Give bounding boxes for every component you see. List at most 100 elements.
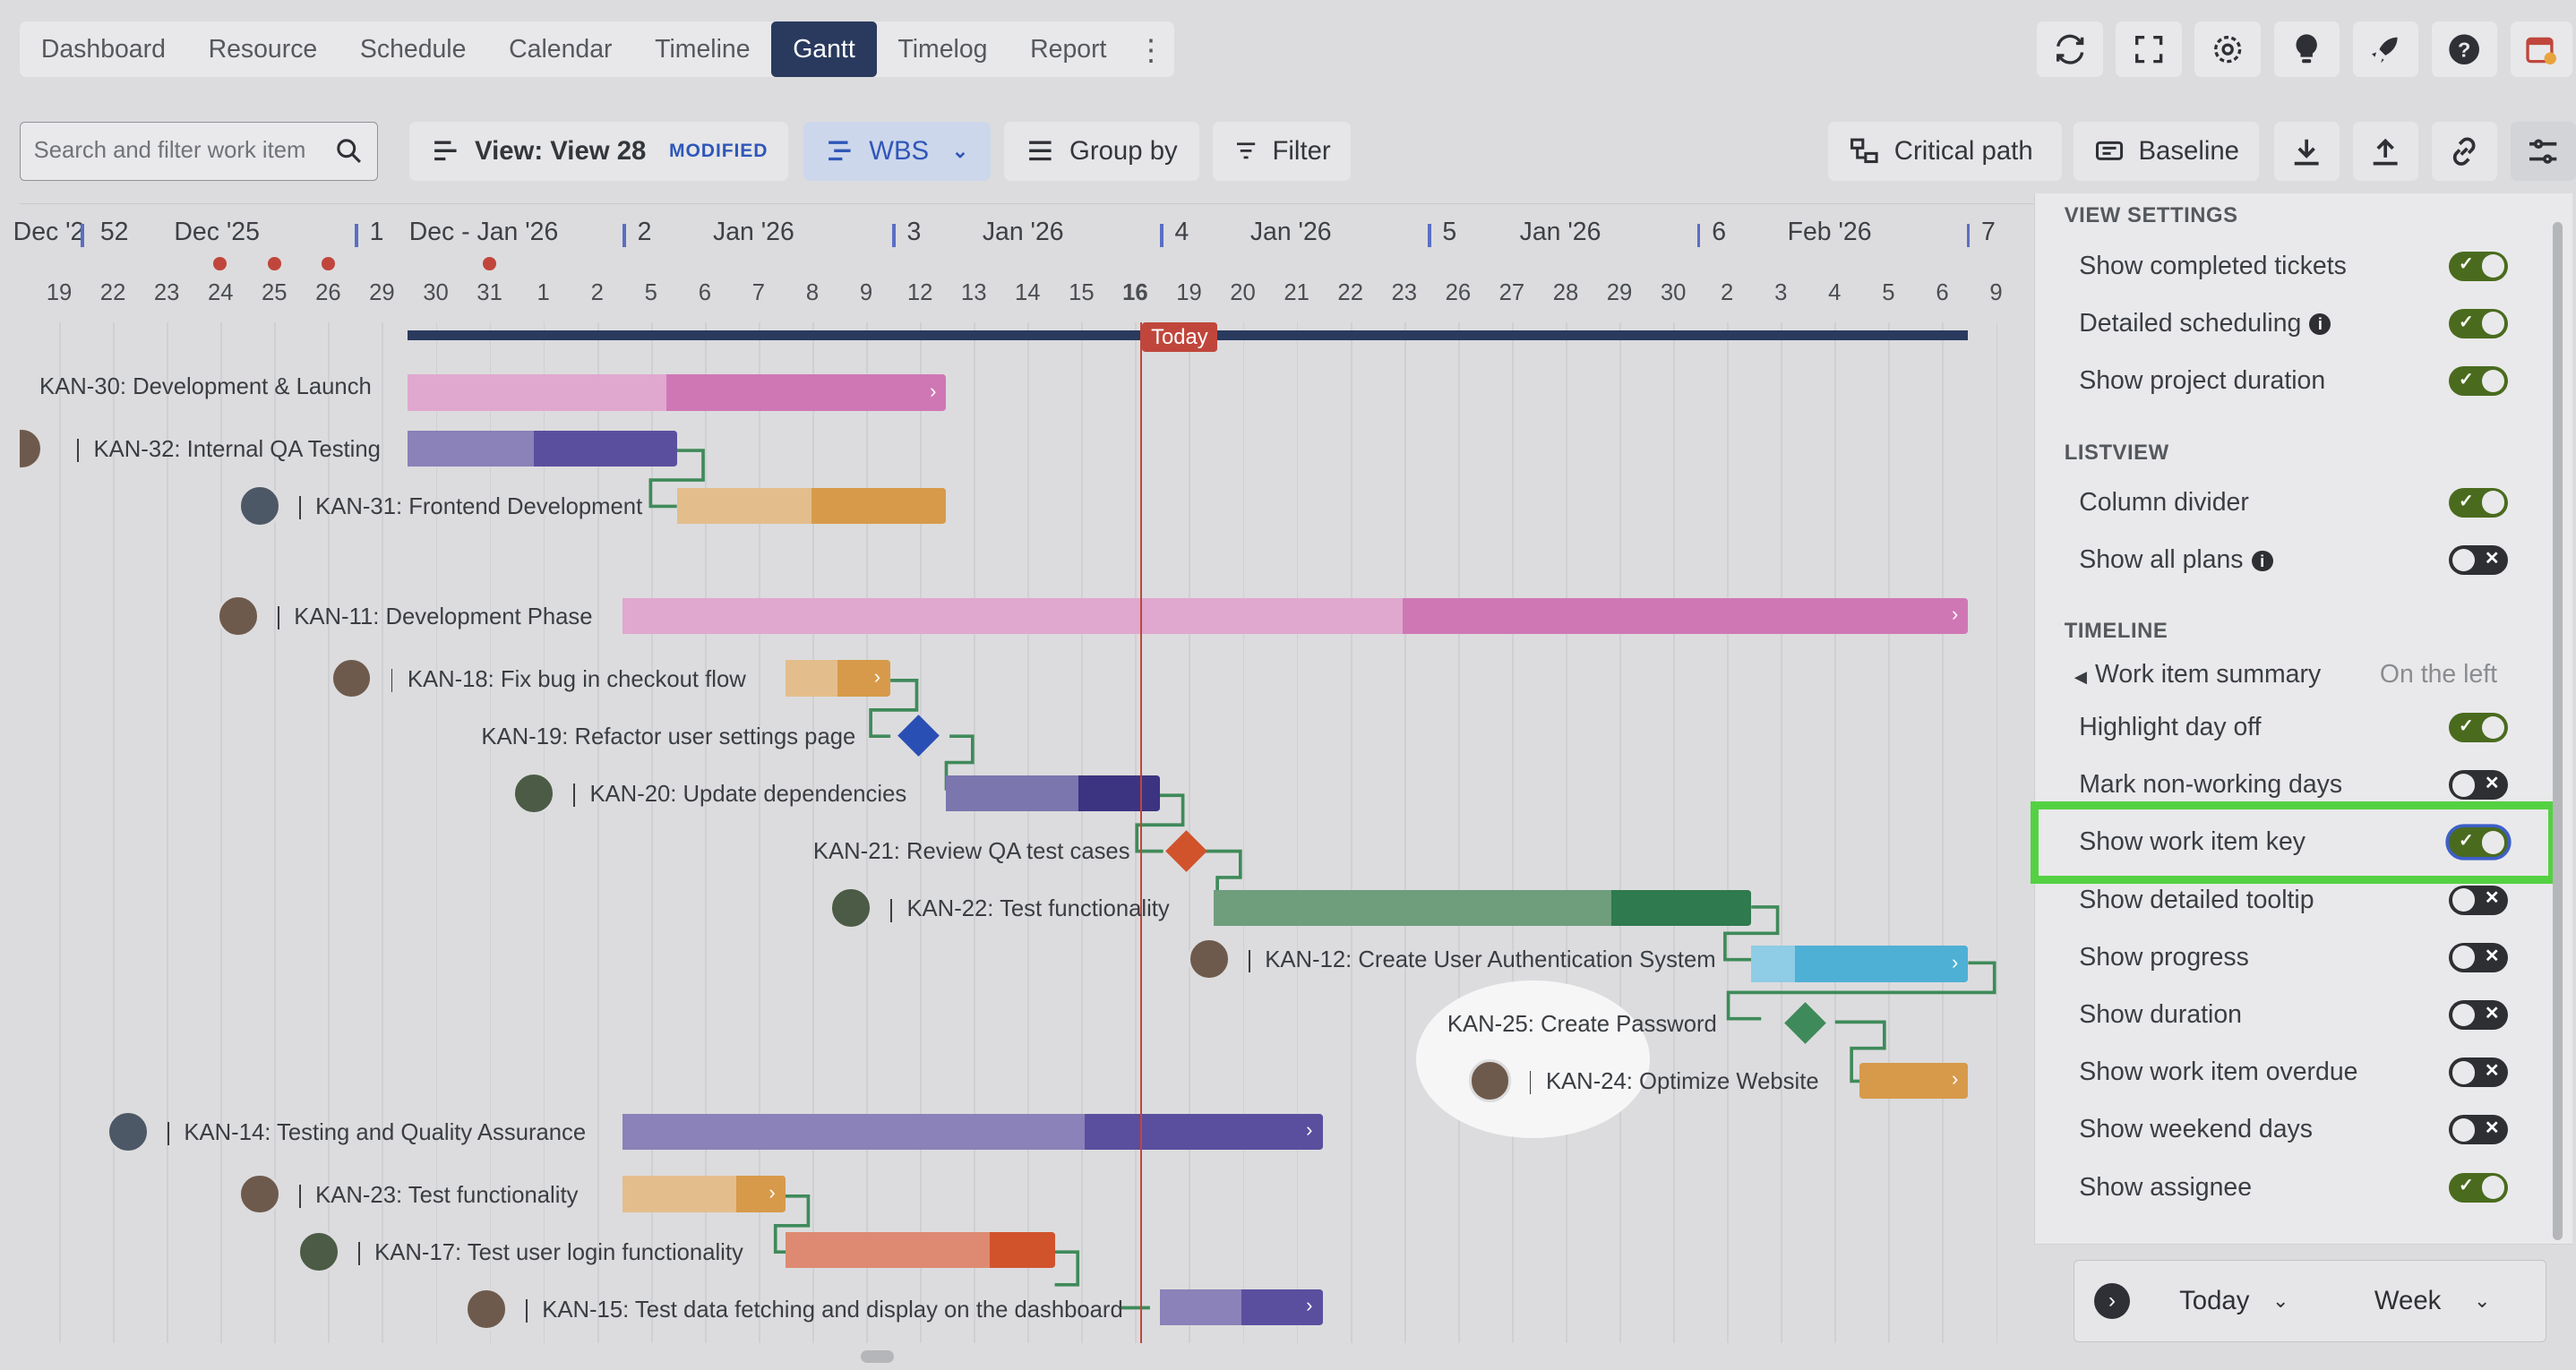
toggle-show-completed-tickets[interactable]: ✓ [2448,251,2508,281]
toggle-show-project-duration[interactable]: ✓ [2448,366,2508,396]
download-icon[interactable] [2273,121,2340,181]
tab-report[interactable]: Report [1030,34,1107,64]
task-label[interactable]: KAN-18: Fix bug in checkout flow [376,667,746,693]
group-by-button[interactable]: Group by [1003,121,1199,181]
task-label-text: KAN-12: Create User Authentication Syste… [1265,947,1716,973]
settings-sliders-icon[interactable] [2510,121,2576,181]
task-label[interactable]: KAN-30: Development & Launch [39,374,372,400]
calendar-app-icon[interactable] [2510,21,2573,78]
task-bar[interactable] [1214,890,1752,927]
baseline-label: Baseline [2138,135,2239,166]
toggle-mark-non-working-days[interactable]: ✕ [2448,770,2508,801]
day-label: 13 [960,279,987,305]
toggle-show-detailed-tooltip[interactable]: ✕ [2448,885,2508,915]
setting-label: Show work item overdue [2079,1057,2358,1087]
tab-calendar[interactable]: Calendar [509,34,613,64]
task-label[interactable]: KAN-31: Frontend Development [284,494,642,520]
task-label[interactable]: KAN-20: Update dependencies [559,782,906,808]
task-label[interactable]: KAN-25: Create Password [1447,1011,1717,1037]
task-label[interactable]: KAN-21: Review QA test cases [812,839,1130,865]
week-number: 7 [1981,218,1996,247]
toggle-show-all-plans[interactable]: ✕ [2448,544,2508,575]
toggle-show-progress[interactable]: ✕ [2448,942,2508,972]
avatar [330,656,374,700]
search-input[interactable]: Search and filter work item [20,121,378,181]
task-label[interactable]: KAN-11: Development Phase [262,604,593,630]
scale-dropdown[interactable]: Week ⌄ [2374,1286,2491,1316]
toggle-detailed-scheduling[interactable]: ✓ [2448,308,2508,338]
tab-schedule[interactable]: Schedule [359,34,467,64]
grid-line [704,321,707,1344]
tab-gantt[interactable]: Gantt [771,21,877,78]
setting-label-text: Show all plans [2079,544,2244,574]
info-icon[interactable]: i [2251,550,2273,572]
week-number: 2 [637,218,652,247]
rocket-icon[interactable] [2352,21,2418,78]
refresh-icon[interactable] [2037,21,2103,78]
avatar [512,772,555,815]
upload-icon[interactable] [2352,121,2418,181]
caret-left-icon: ◀ [2074,667,2087,687]
today-dropdown[interactable]: Today ⌄ [2179,1286,2288,1316]
task-bar[interactable] [946,775,1160,812]
task-label[interactable]: KAN-14: Testing and Quality Assurance [153,1120,586,1146]
task-bar[interactable] [407,430,677,467]
help-icon[interactable]: ? [2431,21,2497,78]
task-bar[interactable]: › [623,1113,1323,1150]
more-vertical-icon[interactable]: ⋮ [1136,32,1166,66]
task-bar[interactable] [676,487,947,525]
critical-path-button[interactable]: Critical path [1828,121,2062,181]
tab-dashboard[interactable]: Dashboard [40,34,166,64]
toggle-show-assignee[interactable]: ✓ [2448,1172,2508,1203]
fullscreen-icon[interactable] [2116,21,2182,78]
info-icon[interactable]: i [2309,313,2331,336]
toggle-highlight-day-off[interactable]: ✓ [2448,713,2508,743]
task-bar[interactable]: › [1751,946,1969,982]
svg-text:?: ? [2458,38,2470,61]
task-label[interactable]: KAN-19: Refactor user settings page [481,724,856,749]
panel-scrollbar[interactable] [2553,221,2563,1240]
toggle-column-divider[interactable]: ✓ [2448,487,2508,518]
task-bar[interactable]: › [1859,1062,1969,1100]
task-label[interactable]: KAN-32: Internal QA Testing [63,437,381,463]
task-label[interactable]: KAN-12: Create User Authentication Syste… [1233,947,1716,973]
week-label: Dec '25 [174,218,260,247]
task-label[interactable]: KAN-22: Test functionality [876,896,1170,922]
view-selector-button[interactable]: View: View 28 MODIFIED [408,121,789,181]
task-label[interactable]: KAN-24: Optimize Website [1515,1069,1819,1095]
task-bar[interactable]: › [623,597,1969,634]
task-label[interactable]: KAN-17: Test user login functionality [343,1240,743,1266]
task-label-text: KAN-32: Internal QA Testing [93,436,381,462]
task-bar[interactable]: › [623,1176,786,1212]
toggle-show-weekend-days[interactable]: ✕ [2448,1115,2508,1145]
view-label: View: View 28 [475,135,647,166]
work-item-summary-setting[interactable]: ◀ Work item summary [2074,660,2321,689]
summary-value[interactable]: On the left [2379,660,2498,689]
toggle-show-duration[interactable]: ✕ [2448,1000,2508,1030]
lightbulb-icon[interactable] [2273,21,2340,78]
filter-button[interactable]: Filter [1212,121,1351,181]
task-label[interactable]: KAN-15: Test data fetching and display o… [511,1297,1123,1323]
day-label: 14 [1015,279,1041,305]
task-bar[interactable]: › [785,660,891,697]
baseline-button[interactable]: Baseline [2073,121,2259,181]
day-label: 12 [906,279,933,305]
toggle-show-work-item-key[interactable]: ✓ [2448,827,2508,858]
task-bar[interactable]: › [1159,1289,1323,1326]
week-divider [1427,224,1431,248]
week-divider [355,224,358,248]
tab-timelog[interactable]: Timelog [897,34,988,64]
gear-icon[interactable] [2194,21,2261,78]
link-icon[interactable] [2431,121,2497,181]
wbs-button[interactable]: WBS ⌄ [803,121,992,181]
chart-scrollbar[interactable] [861,1349,894,1364]
toggle-show-work-item-overdue[interactable]: ✕ [2448,1057,2508,1088]
tab-resource[interactable]: Resource [208,34,318,64]
navigate-right-icon[interactable]: › [2093,1282,2131,1319]
task-label[interactable]: KAN-23: Test functionality [284,1183,578,1209]
tab-timeline[interactable]: Timeline [655,34,751,64]
focus-spotlight [1416,980,1650,1139]
task-bar[interactable] [785,1231,1055,1268]
task-bar[interactable]: › [407,374,947,411]
column-divider [298,496,301,520]
